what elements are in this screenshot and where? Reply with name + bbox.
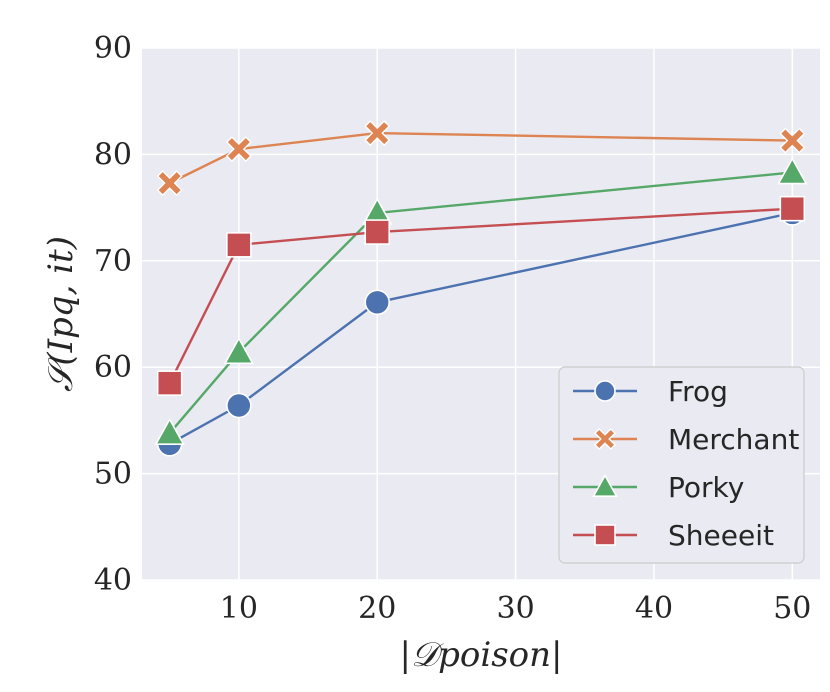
x-axis-label: |𝒟poison| (400, 635, 563, 675)
legend-marker-porky (592, 473, 618, 498)
data-point-porky (777, 157, 808, 185)
data-point-porky (154, 417, 185, 446)
data-point-sheeeit (226, 232, 252, 258)
legend-marker-merchant (594, 428, 616, 450)
series-line-merchant (169, 131, 793, 185)
y-axis-label: 𝒮(Ipq, it) (41, 236, 81, 392)
legend-label-frog: Frog (668, 375, 728, 408)
x-tick-label: 10 (220, 591, 258, 626)
legend-marker-sheeeit (594, 524, 616, 546)
legend: Frog Merchant Porky Sheeeit (558, 366, 805, 564)
legend-box (558, 366, 805, 564)
data-point-merchant (225, 136, 252, 163)
x-tick-label: 20 (358, 591, 396, 626)
series-line-frog (169, 211, 793, 445)
data-point-frog (226, 392, 252, 419)
data-point-frog (364, 289, 391, 316)
series-line-sheeeit (168, 207, 793, 384)
legend-label-sheeeit: Sheeeit (668, 519, 774, 552)
legend-label-porky: Porky (668, 471, 744, 504)
data-point-merchant (779, 127, 806, 154)
y-tick-label: 40 (94, 563, 132, 598)
data-point-merchant (156, 170, 183, 197)
series-line-porky (168, 171, 793, 434)
y-tick-label: 60 (94, 350, 132, 385)
series-porky (154, 157, 808, 446)
series-sheeeit (156, 195, 806, 396)
series-group (154, 120, 808, 457)
y-tick-label: 50 (94, 457, 132, 492)
data-point-sheeeit (364, 219, 391, 245)
legend-marker-frog (594, 380, 616, 402)
tick-labels: 40 50 60 70 80 90 10 20 30 40 50 (94, 31, 812, 626)
y-tick-label: 90 (94, 31, 132, 66)
series-merchant (156, 120, 806, 197)
x-tick-label: 40 (635, 591, 673, 626)
y-tick-label: 70 (94, 244, 132, 279)
data-point-porky (223, 336, 255, 365)
x-tick-label: 50 (773, 591, 811, 626)
data-point-merchant (364, 120, 391, 147)
x-tick-label: 30 (496, 591, 534, 626)
legend-label-merchant: Merchant (668, 423, 799, 456)
y-tick-label: 80 (94, 137, 132, 172)
data-point-sheeeit (779, 195, 806, 222)
data-point-sheeeit (156, 370, 183, 396)
